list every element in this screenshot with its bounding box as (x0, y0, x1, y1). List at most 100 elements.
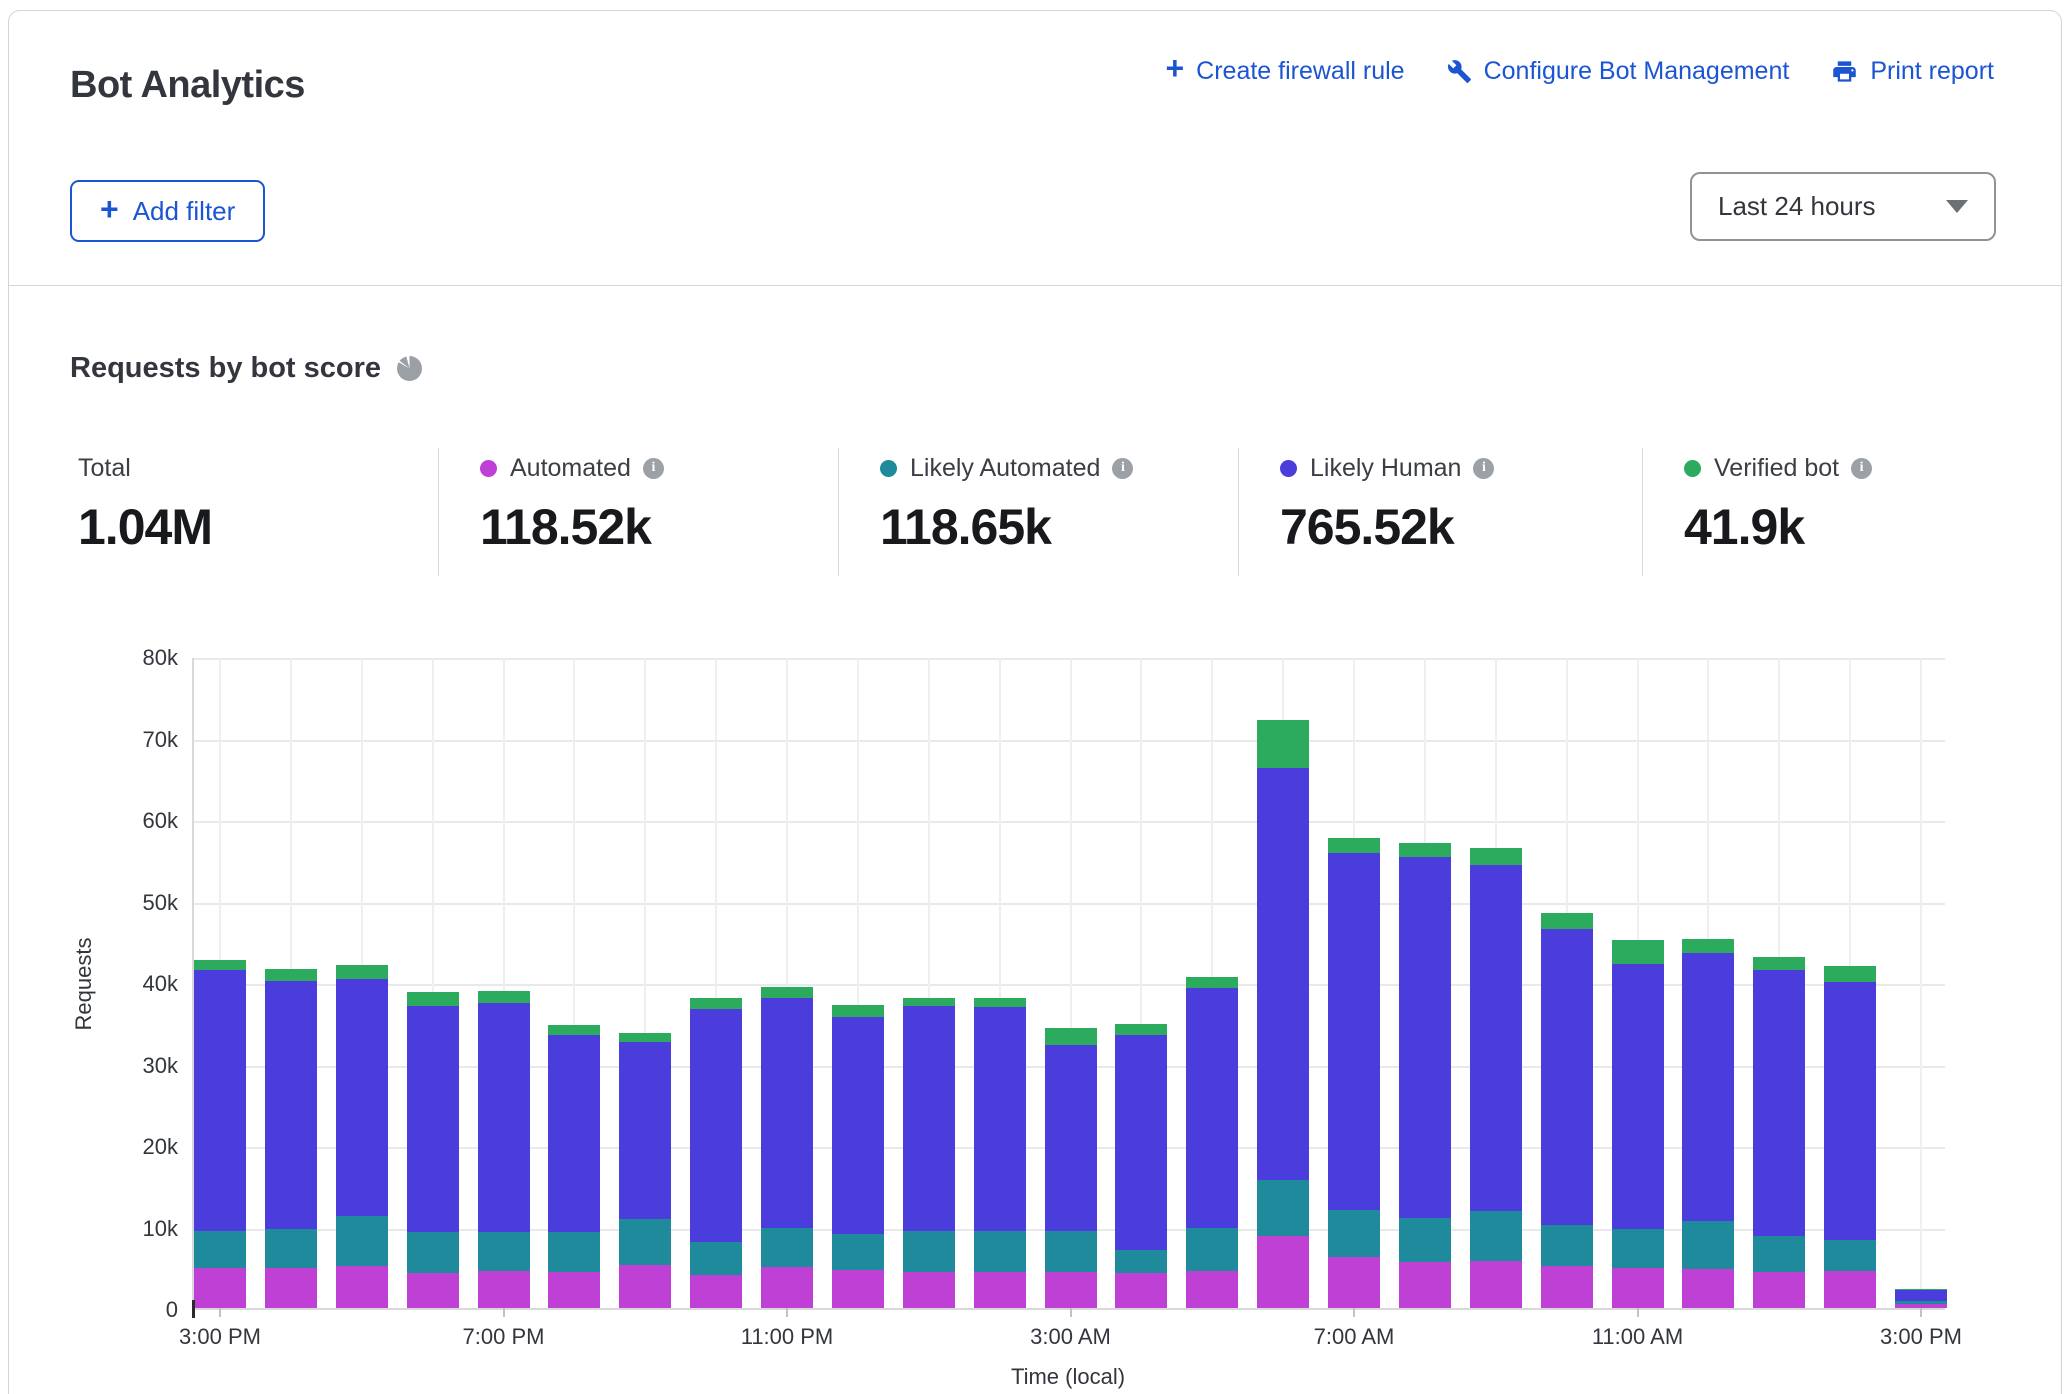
create-firewall-rule-link[interactable]: Create firewall rule (1165, 56, 1404, 86)
bar-segment-automated (1399, 1262, 1451, 1308)
bar-segment-likely-automated (690, 1242, 742, 1275)
bar-segment-likely-automated (1257, 1180, 1309, 1236)
bar-segment-likely-human (1328, 853, 1380, 1210)
info-icon[interactable] (1473, 458, 1494, 479)
bar-segment-automated (1257, 1236, 1309, 1308)
bar-segment-likely-automated (1399, 1218, 1451, 1263)
x-axis-tick (219, 1308, 221, 1317)
bar-segment-likely-human (548, 1035, 600, 1232)
bar-segment-verified-bot (1045, 1028, 1097, 1044)
stat-divider (1238, 448, 1239, 576)
bar-segment-verified-bot (1470, 848, 1522, 864)
bar-segment-likely-automated (1541, 1225, 1593, 1266)
x-tick-label: 11:00 PM (697, 1324, 877, 1350)
bar-segment-verified-bot (1257, 720, 1309, 768)
stacked-bar (832, 1005, 884, 1308)
bar-segment-likely-human (1470, 865, 1522, 1211)
x-axis-tick (1070, 1308, 1072, 1317)
stat-likely-automated-label: Likely Automated (910, 454, 1100, 483)
bar-segment-likely-human (974, 1007, 1026, 1231)
bar-segment-verified-bot (619, 1033, 671, 1043)
add-filter-label: Add filter (133, 196, 236, 227)
bar-segment-likely-automated (1682, 1221, 1734, 1269)
legend-dot-likely-automated (880, 460, 897, 477)
bar-segment-automated (1186, 1271, 1238, 1308)
stacked-bar (1328, 838, 1380, 1308)
info-icon[interactable] (1851, 458, 1872, 479)
bar-segment-automated (1824, 1271, 1876, 1308)
stat-likely-automated: Likely Automated 118.65k (880, 452, 1133, 556)
bar-segment-likely-automated (832, 1234, 884, 1270)
bar-segment-likely-human (1541, 929, 1593, 1225)
bar-segment-likely-human (1753, 970, 1805, 1237)
stat-total-value: 1.04M (78, 498, 212, 556)
stat-automated-label: Automated (510, 454, 631, 483)
y-tick-label: 50k (86, 890, 178, 916)
bar-segment-verified-bot (761, 987, 813, 998)
bar-segment-verified-bot (478, 991, 530, 1003)
bar-segment-verified-bot (1612, 940, 1664, 964)
stat-divider (438, 448, 439, 576)
stacked-bar (974, 998, 1026, 1308)
bar-segment-automated (690, 1275, 742, 1308)
bar-segment-automated (478, 1271, 530, 1308)
info-icon[interactable] (643, 458, 664, 479)
bar-segment-likely-automated (1612, 1229, 1664, 1268)
x-tick-label: 3:00 PM (130, 1324, 310, 1350)
bar-segment-verified-bot (1115, 1024, 1167, 1035)
y-axis-labels: 80k70k60k50k40k30k20k10k0 (86, 658, 178, 1310)
stacked-bar (1186, 977, 1238, 1308)
bar-segment-likely-human (1612, 964, 1664, 1229)
bar-segment-likely-human (1257, 768, 1309, 1180)
printer-icon (1831, 58, 1858, 85)
stacked-bar (1257, 720, 1309, 1308)
stacked-bar (1895, 1289, 1947, 1308)
stat-likely-automated-value: 118.65k (880, 498, 1133, 556)
bar-segment-automated (1328, 1257, 1380, 1308)
bar-segment-verified-bot (903, 998, 955, 1006)
section-title-row: Requests by bot score (70, 352, 422, 385)
bar-segment-automated (761, 1267, 813, 1308)
bar-segment-likely-automated (548, 1232, 600, 1272)
bar-segment-automated (265, 1268, 317, 1308)
stacked-bar (1612, 940, 1664, 1308)
bar-segment-likely-automated (336, 1216, 388, 1266)
bar-segment-automated (548, 1272, 600, 1308)
stat-total-label: Total (78, 454, 131, 483)
bar-segment-likely-human (1045, 1045, 1097, 1232)
bar-segment-likely-human (1895, 1290, 1947, 1301)
stats-row: Total 1.04M Automated 118.52k Likely Aut… (78, 448, 2000, 580)
stat-verified-bot-label: Verified bot (1714, 454, 1839, 483)
y-tick-label: 0 (86, 1297, 178, 1323)
bar-segment-likely-human (1115, 1035, 1167, 1250)
create-firewall-rule-label: Create firewall rule (1196, 57, 1404, 86)
page-title: Bot Analytics (70, 64, 305, 107)
plus-icon (100, 196, 119, 227)
configure-bot-management-link[interactable]: Configure Bot Management (1447, 57, 1790, 86)
add-filter-button[interactable]: Add filter (70, 180, 265, 242)
stacked-bar (761, 987, 813, 1308)
bar-segment-automated (903, 1272, 955, 1308)
bar-segment-likely-human (194, 970, 246, 1231)
x-axis-tick (1637, 1308, 1639, 1317)
print-report-link[interactable]: Print report (1831, 57, 1994, 86)
stacked-bar (1541, 913, 1593, 1308)
bar-segment-likely-human (265, 981, 317, 1229)
bar-segment-verified-bot (407, 992, 459, 1007)
stacked-bar (194, 960, 246, 1308)
bar-segment-likely-automated (974, 1231, 1026, 1272)
bar-segment-likely-human (407, 1006, 459, 1232)
bar-segment-verified-bot (1399, 843, 1451, 858)
stacked-bar (548, 1025, 600, 1308)
x-tick-label: 7:00 AM (1264, 1324, 1444, 1350)
bar-segment-likely-automated (903, 1231, 955, 1272)
bar-segment-automated (1541, 1266, 1593, 1308)
bar-segment-verified-bot (548, 1025, 600, 1035)
bar-segment-likely-automated (1470, 1211, 1522, 1261)
chevron-down-icon (1946, 200, 1968, 213)
info-icon[interactable] (1112, 458, 1133, 479)
bar-segment-automated (336, 1266, 388, 1308)
bar-segment-likely-automated (194, 1231, 246, 1268)
time-range-select[interactable]: Last 24 hours (1690, 172, 1996, 241)
stacked-bar (690, 998, 742, 1308)
